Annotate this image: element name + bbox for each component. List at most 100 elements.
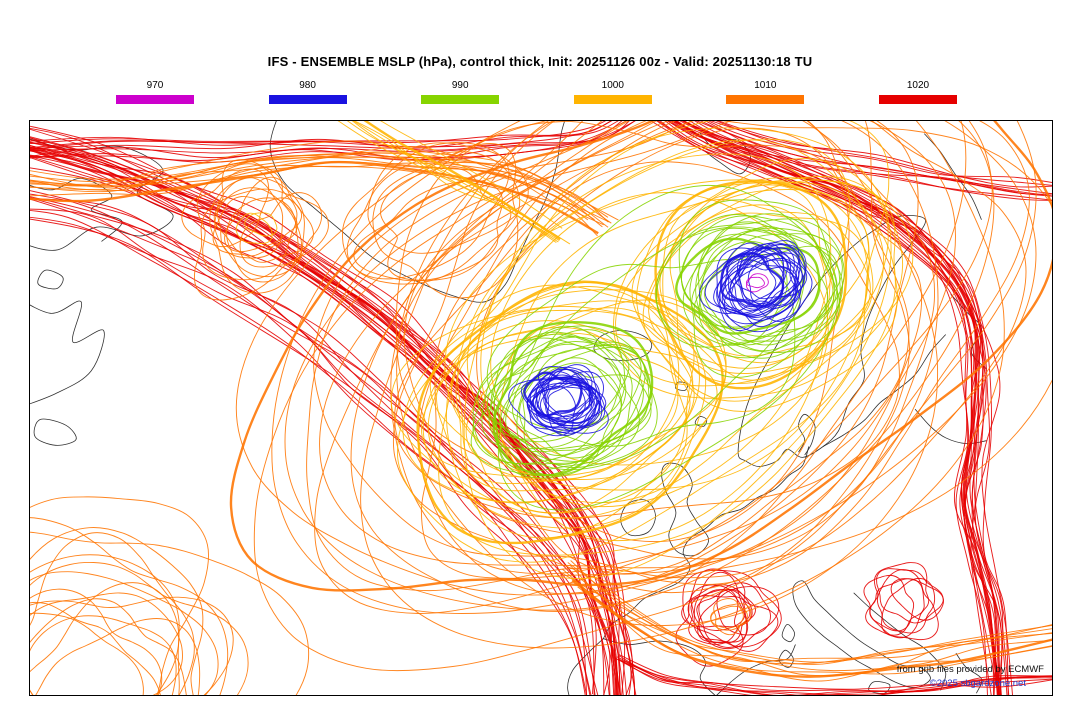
legend-item-990: 990	[421, 80, 500, 104]
isobar-member-path	[567, 562, 1052, 665]
coastline-path-adriatic-balkan	[853, 592, 947, 691]
isobar-member-loop	[420, 121, 923, 579]
isobar-member-loop	[704, 240, 800, 316]
isobar-member-path	[593, 576, 1052, 672]
isobar-member-path	[580, 578, 1052, 682]
isobar-member-loop	[429, 284, 695, 514]
isobar-member-loop	[314, 121, 993, 614]
isobar-member-loop	[30, 596, 234, 695]
legend-color-swatch	[268, 95, 347, 104]
legend-item-1020: 1020	[878, 80, 957, 104]
isobar-member-loop	[746, 273, 769, 293]
isobar-layer-980	[508, 240, 813, 437]
isobar-member-loop	[615, 179, 914, 387]
isobar-member-path	[689, 121, 1004, 695]
isobar-member-path	[30, 147, 618, 695]
isobar-member-path	[571, 579, 1052, 678]
isobar-member-loop	[367, 142, 529, 254]
coastline-path-baltic-east	[822, 334, 947, 447]
isobar-member-loop	[402, 300, 700, 504]
isobar-member-loop	[695, 213, 840, 353]
isobar-member-path	[707, 121, 1052, 195]
isobar-member-loop	[492, 320, 654, 477]
isobar-layer-1010	[30, 121, 1052, 695]
isobar-member-loop	[476, 127, 850, 543]
attribution-copyright: ©2025 sbgardzone.net	[929, 678, 1026, 689]
isobar-member-path	[682, 121, 999, 695]
isobar-member-loop	[655, 218, 845, 359]
pressure-legend: 970 980 990 1000 1010 1020	[116, 80, 957, 104]
legend-label: 990	[451, 80, 469, 91]
isobar-member-loop	[271, 121, 1037, 615]
isobar-member-loop	[30, 527, 204, 695]
isobar-member-loop	[196, 163, 298, 281]
isobar-member-loop	[719, 263, 801, 328]
isobar-member-loop	[681, 215, 834, 338]
coastline-path-labrador-island	[37, 269, 64, 290]
legend-item-980: 980	[268, 80, 347, 104]
isobar-member-loop	[436, 332, 718, 485]
isobar-member-loop	[455, 327, 691, 492]
isobar-member-loop	[726, 253, 777, 308]
isobar-member-loop	[422, 286, 680, 503]
spaghetti-map-svg	[30, 121, 1052, 695]
isobar-member-loop	[738, 252, 808, 306]
isobar-member-path	[710, 121, 1052, 188]
isobar-member-loop	[235, 121, 1052, 596]
isobar-member-loop	[35, 618, 201, 695]
legend-item-1010: 1010	[726, 80, 805, 104]
isobar-member-loop	[710, 605, 748, 631]
isobar-member-loop	[698, 586, 780, 650]
isobar-member-loop	[470, 341, 653, 477]
isobar-member-loop	[463, 127, 892, 580]
coastline-path-denmark	[798, 413, 816, 456]
coastline-path-shetland	[694, 416, 708, 427]
isobar-member-loop	[693, 571, 749, 643]
isobar-member-loop	[216, 177, 284, 259]
isobar-member-loop	[493, 325, 633, 472]
isobar-member-loop	[669, 181, 870, 385]
coastline-path-sardinia	[778, 649, 794, 668]
isobar-member-loop	[865, 578, 925, 636]
legend-color-swatch	[878, 95, 957, 104]
isobar-member-path	[683, 121, 1052, 197]
isobar-member-loop	[631, 189, 870, 374]
isobar-member-loop	[710, 603, 752, 629]
isobar-member-path	[337, 121, 559, 243]
isobar-member-path	[672, 121, 1000, 695]
isobar-member-loop	[481, 335, 621, 450]
isobar-member-loop	[239, 192, 323, 268]
isobar-member-path	[30, 121, 613, 149]
isobar-member-path	[380, 121, 563, 229]
isobar-member-loop	[214, 187, 302, 278]
isobar-member-loop	[244, 212, 278, 237]
isobar-member-loop	[390, 305, 707, 529]
map-layers	[30, 121, 1052, 695]
isobar-member-path	[30, 209, 587, 695]
isobar-member-loop	[728, 243, 807, 317]
isobar-member-loop	[659, 204, 828, 364]
isobar-member-loop	[30, 496, 209, 695]
isobar-member-loop	[536, 377, 596, 430]
isobar-member-loop	[30, 532, 195, 695]
isobar-member-loop	[313, 121, 1030, 585]
isobar-member-loop	[529, 375, 592, 420]
isobar-member-loop	[722, 246, 798, 318]
legend-label: 980	[299, 80, 316, 91]
isobar-member-loop	[493, 343, 627, 479]
isobar-member-loop	[427, 281, 688, 519]
isobar-member-loop	[698, 589, 748, 648]
legend-label: 970	[146, 80, 164, 91]
isobar-member-loop	[723, 244, 801, 333]
isobar-member-loop	[30, 598, 187, 695]
isobar-member-loop	[360, 121, 1005, 649]
isobar-member-loop	[346, 151, 521, 285]
isobar-member-path	[623, 660, 1052, 695]
isobar-member-path	[30, 121, 628, 163]
isobar-member-path	[30, 150, 611, 695]
isobar-member-loop	[876, 568, 944, 624]
isobar-member-loop	[472, 341, 644, 465]
isobar-member-loop	[30, 582, 180, 695]
isobar-member-path	[346, 121, 550, 233]
isobar-member-loop	[30, 554, 180, 695]
